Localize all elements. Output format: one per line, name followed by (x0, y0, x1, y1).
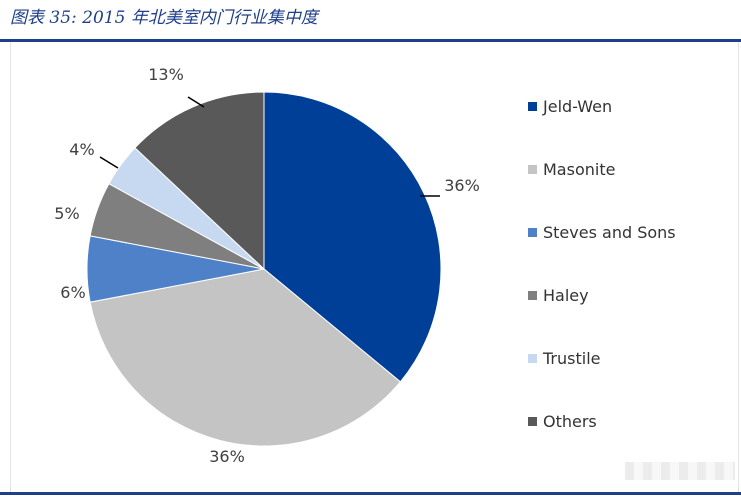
legend-item-masonite: Masonite (528, 157, 615, 181)
legend-item-jeld-wen: Jeld-Wen (528, 94, 612, 118)
data-label-others: 13% (148, 65, 184, 84)
pie-slice-jeld-wen (263, 91, 442, 383)
legend-label: Others (543, 411, 597, 431)
pie-slice-masonite (89, 268, 402, 447)
legend-swatch (528, 101, 537, 111)
data-label-steves-and-sons: 6% (60, 283, 85, 302)
data-label-trustile: 4% (69, 140, 94, 159)
leader-line-trustile (99, 156, 119, 169)
legend-swatch (528, 353, 537, 363)
legend-swatch (528, 290, 537, 300)
legend-label: Trustile (543, 348, 601, 368)
chart-title: 图表 35: 2015 年北美室内门行业集中度 (10, 8, 318, 28)
legend-label: Haley (543, 285, 589, 305)
legend-label: Steves and Sons (543, 222, 676, 242)
leader-line-others (187, 96, 205, 108)
data-label-masonite: 36% (209, 447, 245, 466)
legend-item-haley: Haley (528, 283, 589, 307)
legend-item-trustile: Trustile (528, 346, 600, 370)
legend-swatch (528, 164, 537, 174)
top-rule (0, 39, 741, 42)
bottom-rule (0, 492, 741, 495)
legend-swatch (528, 416, 537, 426)
data-label-haley: 5% (54, 204, 79, 223)
legend-swatch (528, 227, 537, 237)
legend-item-others: Others (528, 409, 597, 433)
pie-slice-others (134, 91, 265, 271)
legend-label: Jeld-Wen (543, 96, 613, 116)
data-label-jeld-wen: 36% (444, 176, 480, 195)
legend-label: Masonite (543, 159, 616, 179)
blurred-watermark (625, 462, 735, 480)
chart-frame (10, 42, 739, 492)
legend-item-steves-and-sons: Steves and Sons (528, 220, 676, 244)
